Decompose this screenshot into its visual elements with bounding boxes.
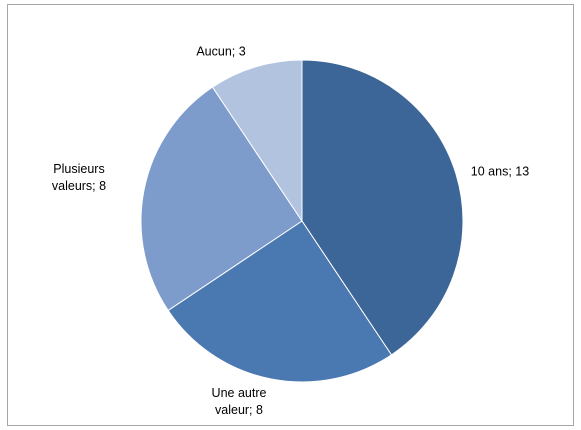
slice-label-2-line-1: Une autre [212, 386, 267, 400]
pie-slices [140, 59, 464, 383]
pie-slice-3 [140, 86, 303, 312]
pie-slice-4 [211, 59, 303, 223]
slice-label-4: Aucun; 3 [196, 44, 245, 58]
pie-slice-2 [167, 220, 393, 383]
slice-label-1: 10 ans; 13 [471, 164, 529, 178]
pie-labels: 10 ans; 13 Une autre valeur; 8 Plusieurs val… [52, 44, 529, 417]
slice-label-2-line-2: valeur; 8 [215, 403, 263, 417]
slice-label-3-line-2: valeurs; 8 [52, 179, 106, 193]
slice-label-3-line-1: Plusieurs [53, 162, 104, 176]
